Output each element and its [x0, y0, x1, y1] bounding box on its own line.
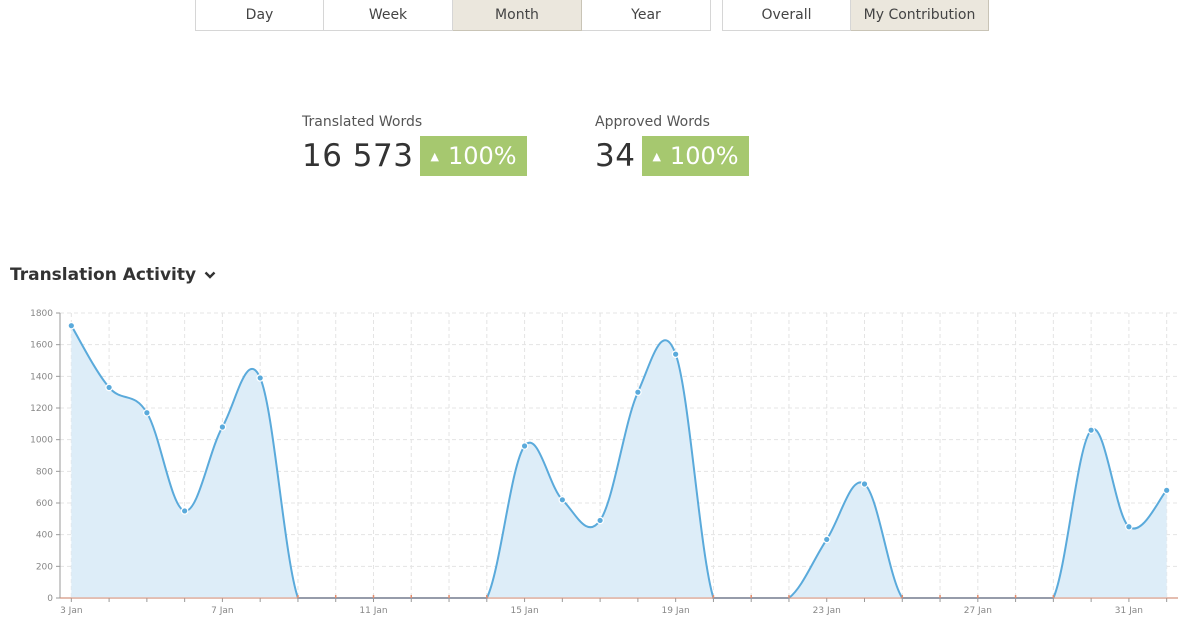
- scope-selector: Overall My Contribution: [722, 0, 989, 31]
- y-tick-label: 0: [47, 594, 53, 604]
- tab-month[interactable]: Month: [453, 0, 582, 31]
- x-tick-label: 19 Jan: [662, 606, 690, 616]
- data-point: [180, 507, 189, 515]
- y-tick-label: 400: [36, 531, 53, 541]
- y-tick-label: 200: [36, 562, 53, 572]
- x-tick-label: 23 Jan: [813, 606, 841, 616]
- x-tick-label: 27 Jan: [964, 606, 992, 616]
- y-tick-label: 1400: [30, 372, 53, 382]
- y-tick-label: 800: [36, 467, 53, 477]
- tab-year[interactable]: Year: [582, 0, 711, 31]
- period-selector: Day Week Month Year: [195, 0, 711, 31]
- data-point: [671, 350, 680, 358]
- chevron-down-icon[interactable]: [204, 270, 216, 280]
- stat-approved-words: Approved Words 34 ▲ 100%: [595, 114, 749, 176]
- stat-label: Approved Words: [595, 114, 710, 130]
- translation-activity-chart: 0 200 400 600 800 1000 1200 1400 1600 1800 3 Jan 7 …: [30, 309, 1178, 616]
- activity-header[interactable]: Translation Activity: [10, 265, 216, 285]
- change-badge: ▲ 100%: [420, 136, 527, 176]
- stat-label: Translated Words: [302, 114, 423, 130]
- x-tick-label: 15 Jan: [510, 606, 538, 616]
- stat-translated-words: Translated Words 16 573 ▲ 100%: [302, 114, 527, 176]
- data-point: [1125, 522, 1133, 531]
- data-point: [1087, 426, 1095, 434]
- y-tick-label: 1600: [30, 341, 53, 351]
- change-badge: ▲ 100%: [642, 136, 749, 176]
- tab-overall[interactable]: Overall: [722, 0, 851, 31]
- y-tick-label: 1800: [30, 309, 53, 319]
- stat-value: 16 573: [302, 138, 414, 174]
- data-point: [143, 408, 151, 417]
- x-tick-label: 31 Jan: [1115, 606, 1143, 616]
- data-point: [860, 480, 869, 488]
- tab-day[interactable]: Day: [195, 0, 324, 31]
- chart-grid: [60, 312, 1178, 598]
- y-tick-label: 1200: [30, 404, 53, 414]
- data-point: [105, 383, 113, 392]
- data-point: [67, 321, 76, 330]
- data-point: [596, 516, 604, 525]
- y-tick-label: 1000: [30, 436, 53, 446]
- data-point: [520, 442, 529, 450]
- data-point: [634, 388, 642, 396]
- chart-series: [60, 321, 1178, 599]
- x-tick-label: 7 Jan: [211, 606, 233, 616]
- data-point: [218, 423, 227, 431]
- data-point: [558, 496, 567, 504]
- change-value: 100%: [669, 142, 739, 170]
- data-point: [1162, 486, 1171, 495]
- tab-week[interactable]: Week: [324, 0, 453, 31]
- change-value: 100%: [447, 142, 517, 170]
- arrow-up-icon: ▲: [652, 149, 661, 163]
- x-tick-label: 3 Jan: [60, 606, 82, 616]
- x-tick-label: 11 Jan: [359, 606, 387, 616]
- chart-ticks: 0 200 400 600 800 1000 1200 1400 1600 1800 3 Jan 7 …: [30, 309, 1143, 616]
- tab-my-contribution[interactable]: My Contribution: [851, 0, 989, 31]
- arrow-up-icon: ▲: [430, 149, 439, 163]
- data-point: [256, 374, 264, 382]
- section-title: Translation Activity: [10, 265, 197, 285]
- data-point: [822, 535, 831, 544]
- y-tick-label: 600: [36, 499, 53, 509]
- stat-value: 34: [595, 138, 636, 174]
